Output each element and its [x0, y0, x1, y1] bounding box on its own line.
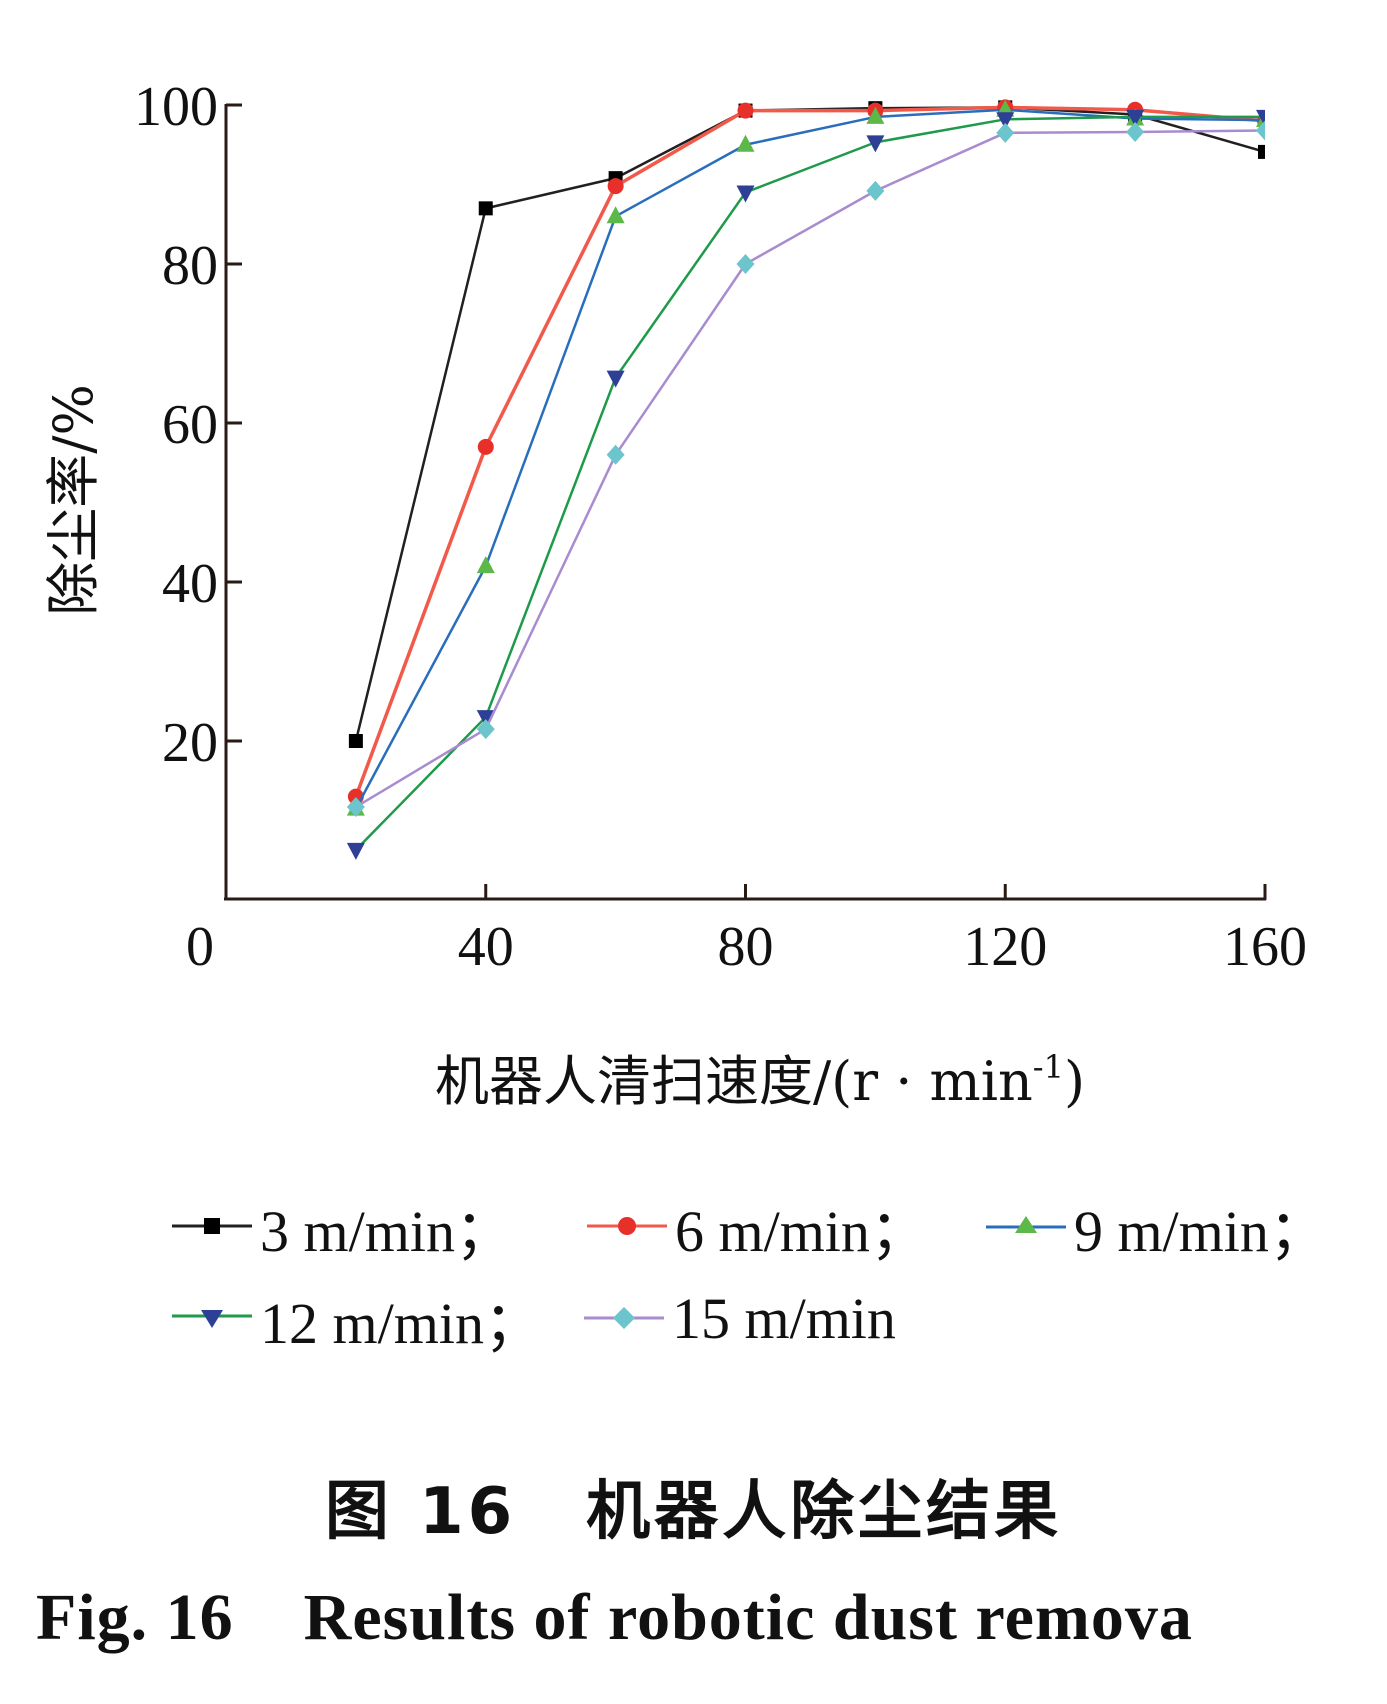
y-tick-label: 100: [134, 76, 218, 138]
legend-item-6: 6 m/min；: [585, 1184, 928, 1268]
data-point: [866, 135, 885, 153]
figure-caption-cn: 图 16 机器人除尘结果: [0, 1460, 1387, 1552]
data-point: [476, 556, 495, 574]
triangle-up-marker-icon: [985, 1216, 1066, 1233]
data-point: [1258, 144, 1265, 159]
legend-item-12: 12 m/min；: [170, 1276, 542, 1360]
circle-marker-icon: [586, 1217, 667, 1235]
x-ticks: 0 40 80 120 160: [186, 884, 1307, 978]
series-12-m-min: [346, 109, 1265, 860]
data-point: [736, 134, 755, 152]
line-chart: 20 40 60 80 100 0 40 80 120 160 除尘率/% 机器人清扫速度/(r…: [42, 76, 1307, 1113]
caption-en-number: Fig. 16: [36, 1581, 234, 1654]
legend-item-3: 3 m/min；: [170, 1184, 513, 1268]
caption-cn-number: 图 16: [324, 1475, 517, 1549]
y-tick-label: 40: [162, 553, 218, 615]
data-point: [346, 796, 365, 817]
data-point: [606, 206, 625, 224]
data-point: [1126, 109, 1145, 127]
data-point: [1256, 120, 1265, 141]
legend-label: 3 m/min；: [260, 1199, 513, 1264]
data-point: [737, 102, 754, 119]
legend: 3 m/min； 6 m/min； 9 m/min； 12 m/min； 15 …: [170, 1180, 1387, 1364]
legend-item-9: 9 m/min；: [984, 1184, 1327, 1268]
data-point: [736, 254, 755, 274]
x-axis-title: 机器人清扫速度/(r · min-1): [435, 1048, 1085, 1113]
caption-cn-text: 机器人除尘结果: [586, 1475, 1063, 1549]
data-point: [476, 710, 495, 728]
data-point: [607, 178, 624, 195]
data-point: [348, 734, 363, 748]
x-tick-label: 0: [186, 916, 214, 978]
x-tick-label: 160: [1223, 916, 1307, 978]
y-tick-label: 60: [162, 394, 218, 456]
triangle-down-marker-icon: [172, 1310, 252, 1328]
y-ticks: 20 40 60 80 100: [134, 76, 242, 774]
data-point: [736, 185, 755, 203]
legend-label: 9 m/min；: [1073, 1199, 1327, 1264]
legend-label: 15 m/min: [671, 1285, 896, 1351]
figure-caption-en: Fig. 16 Results of robotic dust remova: [36, 1580, 1193, 1656]
data-point: [477, 438, 494, 455]
data-point: [606, 444, 625, 465]
y-tick-label: 20: [162, 712, 218, 774]
data-point: [606, 370, 625, 388]
series-15-m-min: [346, 120, 1265, 817]
legend-item-15: 15 m/min: [582, 1285, 896, 1352]
data-point: [866, 180, 885, 201]
data-point: [996, 122, 1015, 143]
x-tick-label: 80: [718, 916, 774, 978]
series-3-m-min: [348, 100, 1265, 748]
caption-en-text: Results of robotic dust remova: [303, 1581, 1193, 1654]
legend-label: 12 m/min；: [260, 1291, 542, 1356]
square-marker-icon: [172, 1218, 252, 1234]
x-tick-label: 120: [963, 916, 1047, 978]
plot-series: [346, 99, 1265, 860]
legend-label: 6 m/min；: [674, 1199, 928, 1264]
legend-row-1: 3 m/min； 6 m/min； 9 m/min；: [170, 1180, 1387, 1272]
y-tick-label: 80: [162, 235, 218, 297]
data-point: [476, 719, 495, 740]
diamond-marker-icon: [583, 1307, 664, 1329]
data-point: [478, 201, 493, 216]
data-point: [1126, 122, 1145, 143]
data-point: [346, 842, 365, 860]
data-point: [866, 106, 885, 124]
y-axis-title: 除尘率/%: [42, 384, 105, 616]
legend-row-2: 12 m/min； 15 m/min: [170, 1272, 1387, 1364]
x-tick-label: 40: [458, 916, 514, 978]
data-point: [1256, 109, 1265, 127]
data-point: [996, 112, 1015, 130]
